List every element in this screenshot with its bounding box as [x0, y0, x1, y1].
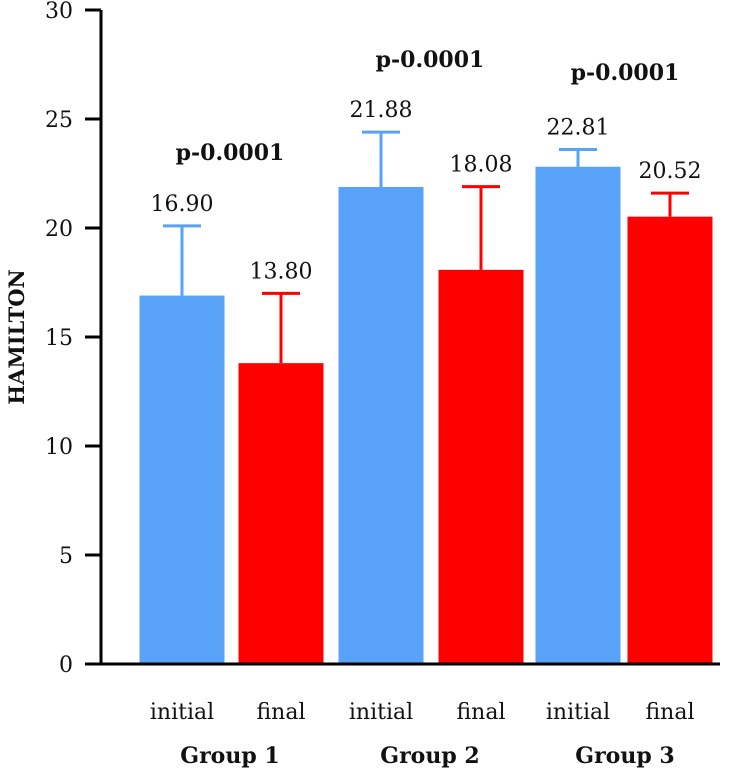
bar-initial	[338, 187, 424, 663]
x-category-label: initial	[546, 700, 610, 725]
bars	[139, 130, 713, 663]
data-label: 21.88	[350, 98, 413, 123]
y-tick-label: 0	[59, 653, 73, 678]
bar-final	[627, 216, 713, 663]
x-category-label: final	[457, 700, 506, 725]
y-tick-label: 30	[45, 0, 73, 24]
group-label: Group 3	[575, 743, 674, 768]
data-label: 22.81	[547, 116, 610, 141]
x-category-label: initial	[349, 700, 413, 725]
bar-initial	[535, 166, 621, 663]
x-category-label: final	[646, 700, 695, 725]
data-label: 16.90	[151, 192, 214, 217]
p-value-annotation: p-0.0001	[376, 47, 485, 73]
bar-final	[238, 363, 324, 663]
y-tick-label: 5	[59, 544, 73, 569]
group-label: Group 2	[380, 743, 479, 768]
y-tick-label: 15	[45, 326, 73, 351]
data-label: 20.52	[639, 159, 702, 184]
y-tick-label: 10	[45, 435, 73, 460]
labels: HAMILTON 16.90 initial 13.80 final 21.88 initi…	[4, 47, 701, 768]
p-value-annotation: p-0.0001	[176, 140, 285, 166]
bar-initial	[139, 295, 225, 663]
y-tick-label: 25	[45, 108, 73, 133]
y-tick-label: 20	[45, 217, 73, 242]
axes: 0 5 10 15 20 25 30	[45, 0, 720, 678]
data-label: 18.08	[450, 153, 513, 178]
x-category-label: initial	[150, 700, 214, 725]
y-axis-title: HAMILTON	[4, 269, 29, 404]
p-value-annotation: p-0.0001	[571, 60, 680, 86]
x-category-label: final	[257, 700, 306, 725]
data-label: 13.80	[250, 259, 313, 284]
group-label: Group 1	[180, 743, 279, 768]
bar-final	[438, 269, 524, 663]
